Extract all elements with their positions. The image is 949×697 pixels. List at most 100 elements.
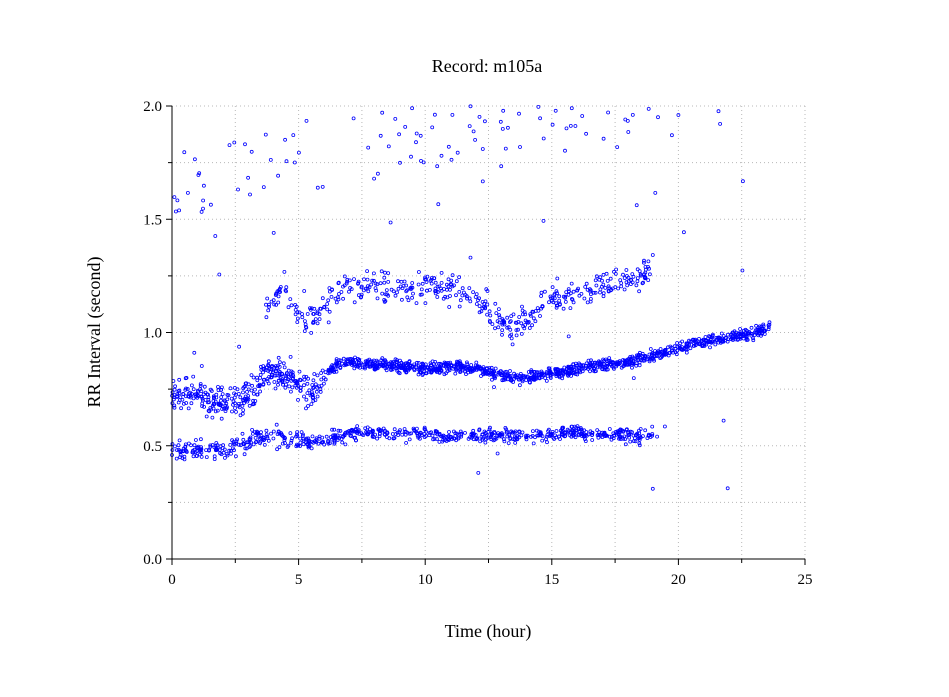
grid-lines xyxy=(172,105,806,559)
data-point xyxy=(612,433,616,438)
data-point xyxy=(323,370,328,375)
data-point xyxy=(227,143,232,148)
data-point xyxy=(520,379,525,384)
data-point xyxy=(571,289,576,294)
data-point xyxy=(493,435,498,440)
data-point xyxy=(391,289,396,294)
data-point xyxy=(206,395,211,400)
data-point xyxy=(594,274,599,279)
data-point xyxy=(602,430,607,435)
data-point xyxy=(180,397,185,402)
data-point xyxy=(541,136,546,141)
data-point xyxy=(564,126,569,131)
data-point xyxy=(488,313,493,318)
data-point xyxy=(450,113,455,117)
data-point xyxy=(618,434,622,439)
y-tick-label: 0.5 xyxy=(143,439,162,455)
data-point xyxy=(427,368,432,372)
data-point xyxy=(379,428,384,433)
data-point xyxy=(288,431,293,436)
data-point xyxy=(446,144,451,149)
data-point xyxy=(685,344,689,349)
data-point xyxy=(220,392,225,397)
data-point xyxy=(682,230,686,235)
data-point xyxy=(356,364,361,369)
data-point xyxy=(191,374,196,379)
data-point xyxy=(254,439,259,444)
data-point xyxy=(502,375,507,380)
data-point xyxy=(569,281,574,286)
data-point xyxy=(752,330,757,335)
data-point xyxy=(238,443,243,448)
data-point xyxy=(637,443,642,448)
data-point xyxy=(449,363,454,368)
data-point xyxy=(172,405,177,410)
data-point xyxy=(271,368,276,373)
data-point xyxy=(207,448,211,453)
data-point xyxy=(650,432,655,436)
data-point xyxy=(255,432,260,436)
data-point xyxy=(630,365,634,370)
data-point xyxy=(607,434,612,439)
data-point xyxy=(650,433,654,438)
data-point xyxy=(491,371,496,376)
data-point xyxy=(436,202,441,207)
data-point xyxy=(605,364,609,369)
data-point xyxy=(380,110,385,115)
data-point xyxy=(637,431,642,436)
data-point xyxy=(673,350,678,355)
data-point xyxy=(444,287,449,292)
data-point xyxy=(714,335,719,340)
data-point xyxy=(485,289,490,293)
data-point xyxy=(738,332,743,337)
data-point xyxy=(234,409,238,414)
data-point xyxy=(183,448,188,453)
data-point xyxy=(602,367,607,372)
data-point xyxy=(176,443,181,448)
data-point xyxy=(487,309,492,314)
data-point xyxy=(219,387,224,392)
data-point xyxy=(376,427,381,432)
data-point xyxy=(278,375,283,380)
data-point xyxy=(370,433,375,438)
data-point xyxy=(273,364,278,369)
data-point xyxy=(738,327,742,331)
data-point xyxy=(274,422,279,427)
data-point xyxy=(531,429,535,434)
data-point xyxy=(575,368,579,373)
data-point xyxy=(522,310,527,315)
data-point xyxy=(224,451,229,456)
data-point xyxy=(408,286,413,291)
data-point xyxy=(363,426,368,431)
data-point xyxy=(305,381,310,386)
data-point xyxy=(557,294,562,299)
data-point xyxy=(272,380,277,384)
data-point xyxy=(192,443,197,448)
data-point xyxy=(566,334,571,339)
data-point xyxy=(293,312,298,317)
data-point xyxy=(219,402,223,407)
data-point xyxy=(471,290,476,295)
data-point xyxy=(423,427,428,432)
data-point xyxy=(420,281,425,286)
data-point xyxy=(277,360,282,365)
data-point xyxy=(210,443,215,447)
data-point xyxy=(311,311,316,316)
data-point xyxy=(271,436,276,441)
data-point xyxy=(361,288,366,293)
data-point xyxy=(187,391,191,396)
data-point xyxy=(623,361,628,366)
data-point xyxy=(512,434,517,439)
data-point xyxy=(668,344,673,349)
data-point xyxy=(306,404,310,408)
data-point xyxy=(310,392,315,397)
data-point xyxy=(498,119,503,124)
data-point xyxy=(436,366,441,371)
data-point xyxy=(334,369,339,374)
data-point xyxy=(607,356,612,361)
data-point xyxy=(458,370,463,375)
data-point xyxy=(389,360,393,365)
data-point xyxy=(179,406,184,411)
data-point xyxy=(547,427,551,432)
data-point xyxy=(288,297,293,302)
